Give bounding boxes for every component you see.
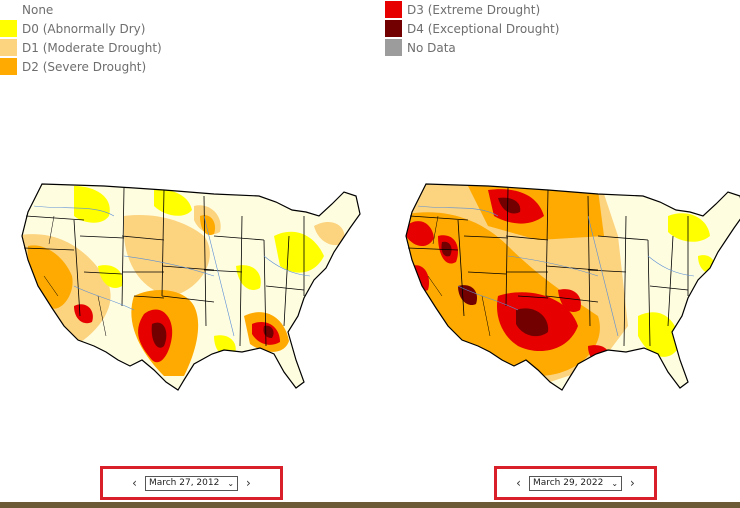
legend-left: None D0 (Abnormally Dry) D1 (Moderate Dr… [0,0,162,76]
legend-label: None [22,2,54,17]
drought-map-2012 [14,176,364,396]
date-selector-2012: ‹ March 27, 2012 ⌄ › [100,466,283,500]
date-value: March 27, 2012 [148,478,220,488]
legend-swatch [385,1,402,18]
legend-item-d2: D2 (Severe Drought) [0,57,162,76]
legend-item-d1: D1 (Moderate Drought) [0,38,162,57]
legend-swatch [385,20,402,37]
us-map-svg [21,183,361,391]
legend-swatch [0,1,17,18]
legend-label: D4 (Exceptional Drought) [407,21,560,36]
date-dropdown-2022[interactable]: March 29, 2022 ⌄ [528,475,623,491]
chevron-left-icon[interactable]: ‹ [516,476,521,490]
date-selector-2022: ‹ March 29, 2022 ⌄ › [494,466,657,500]
chevron-down-icon: ⌄ [227,478,235,488]
legend-item-no-data: No Data [385,38,559,57]
chevron-right-icon[interactable]: › [630,476,635,490]
legend-item-d0: D0 (Abnormally Dry) [0,19,162,38]
legend-swatch [0,39,17,56]
legend-label: D1 (Moderate Drought) [22,40,162,55]
legend-swatch [0,20,17,37]
date-value: March 29, 2022 [532,478,604,488]
chevron-down-icon: ⌄ [611,478,619,488]
legend-swatch [0,58,17,75]
legend-label: D2 (Severe Drought) [22,59,147,74]
legend-item-d3: D3 (Extreme Drought) [385,0,559,19]
legend-right: D3 (Extreme Drought) D4 (Exceptional Dro… [385,0,559,57]
chevron-right-icon[interactable]: › [246,476,251,490]
legend-label: D3 (Extreme Drought) [407,2,541,17]
drought-map-2022 [398,176,740,396]
legend-label: D0 (Abnormally Dry) [22,21,146,36]
us-map-svg [405,183,740,391]
date-dropdown-2012[interactable]: March 27, 2012 ⌄ [144,475,239,491]
chevron-left-icon[interactable]: ‹ [132,476,137,490]
legend-swatch [385,39,402,56]
bottom-bar [0,502,740,508]
legend-item-d4: D4 (Exceptional Drought) [385,19,559,38]
legend-label: No Data [407,40,456,55]
legend-item-none: None [0,0,162,19]
